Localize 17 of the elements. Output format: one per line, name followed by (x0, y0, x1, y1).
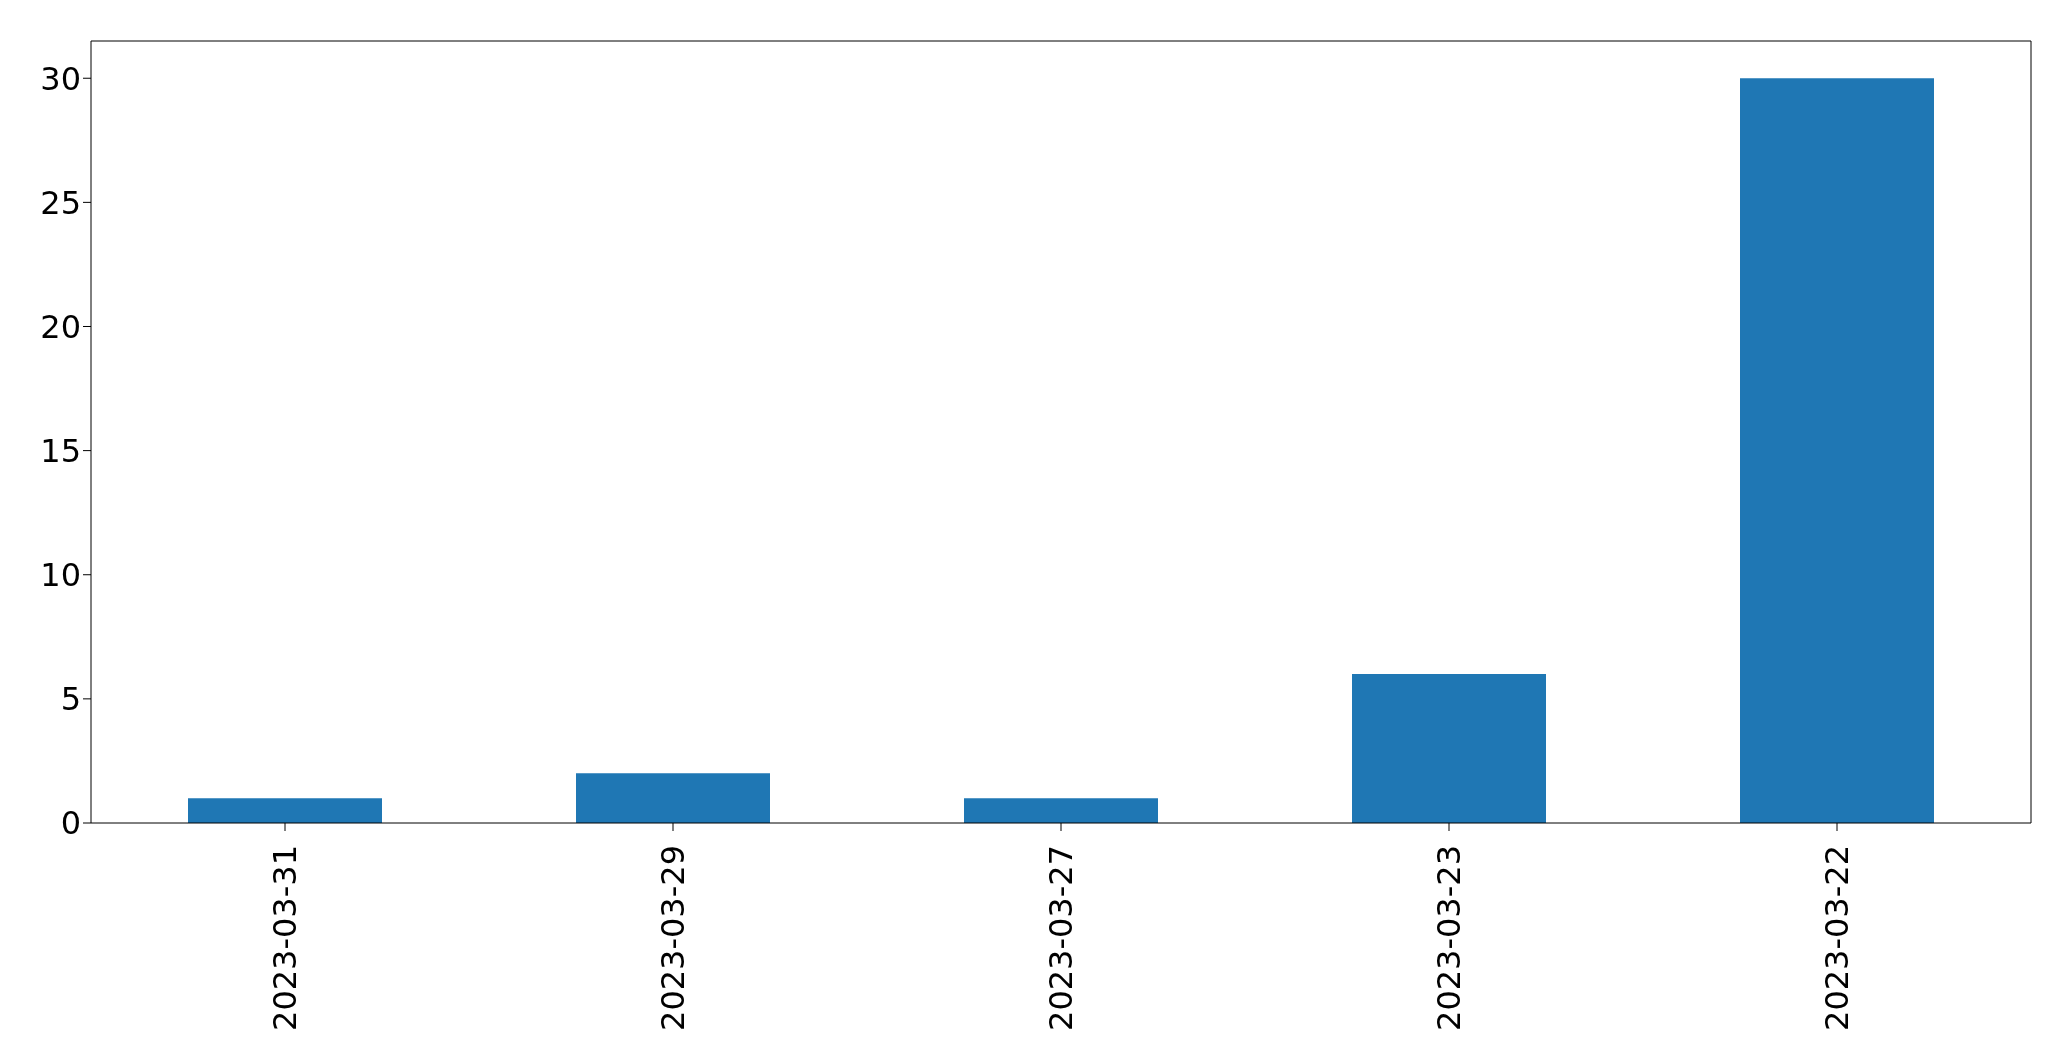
bar (964, 798, 1158, 823)
y-tick-label: 0 (60, 804, 81, 843)
y-tick-label: 20 (40, 307, 81, 346)
y-tick-label: 30 (40, 59, 81, 98)
bar (188, 798, 382, 823)
y-tick-label: 15 (40, 431, 81, 470)
y-tick-label: 10 (40, 556, 81, 595)
x-tick-label: 2023-03-29 (654, 845, 692, 1031)
x-tick-label: 2023-03-31 (266, 845, 304, 1031)
x-tick-label: 2023-03-22 (1818, 845, 1856, 1031)
y-tick-label: 25 (40, 183, 81, 222)
x-tick-label: 2023-03-23 (1430, 845, 1468, 1031)
bar (1740, 78, 1934, 823)
bar (576, 773, 770, 823)
bar (1352, 674, 1546, 823)
y-tick-label: 5 (60, 680, 81, 719)
x-tick-label: 2023-03-27 (1042, 845, 1080, 1031)
